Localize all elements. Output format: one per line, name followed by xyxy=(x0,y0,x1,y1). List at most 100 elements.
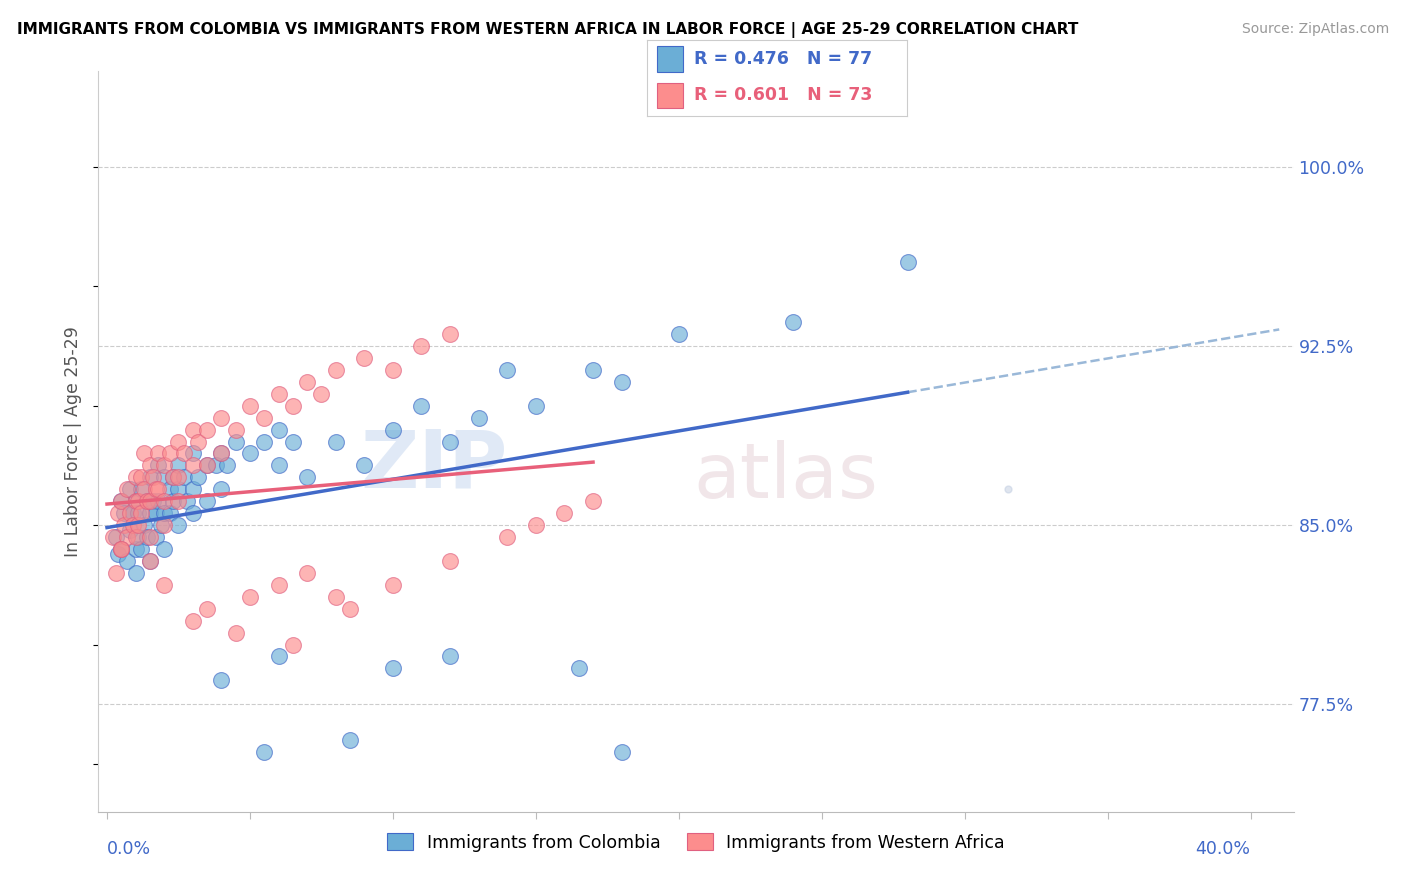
Point xyxy=(136,530,159,544)
Point xyxy=(131,541,153,556)
Point xyxy=(115,530,138,544)
Point xyxy=(167,458,190,473)
Point xyxy=(239,590,262,604)
Bar xyxy=(657,83,683,109)
Point xyxy=(325,434,347,449)
Point xyxy=(124,541,146,556)
Point xyxy=(112,506,135,520)
Point xyxy=(167,494,190,508)
Point xyxy=(253,434,276,449)
Point xyxy=(217,458,239,473)
Point xyxy=(181,423,204,437)
Point xyxy=(524,518,547,533)
Point xyxy=(439,434,461,449)
Point xyxy=(124,566,146,580)
Point xyxy=(101,530,124,544)
Point xyxy=(267,386,290,401)
Point xyxy=(239,446,262,460)
Point xyxy=(295,566,318,580)
Point xyxy=(150,518,173,533)
Point xyxy=(124,494,146,508)
Point xyxy=(204,458,226,473)
Point xyxy=(195,601,218,615)
Point xyxy=(225,434,247,449)
Point xyxy=(167,518,190,533)
Point xyxy=(267,458,290,473)
Point xyxy=(782,315,804,329)
Legend: Immigrants from Colombia, Immigrants from Western Africa: Immigrants from Colombia, Immigrants fro… xyxy=(380,827,1012,859)
Point xyxy=(411,399,433,413)
Point xyxy=(124,470,146,484)
Point xyxy=(139,554,162,568)
Point xyxy=(115,554,138,568)
Point xyxy=(136,494,159,508)
Point xyxy=(195,423,218,437)
Point xyxy=(139,494,162,508)
Point xyxy=(187,434,209,449)
Point xyxy=(582,363,605,377)
Point xyxy=(159,506,181,520)
Point xyxy=(167,483,190,497)
Point xyxy=(496,530,519,544)
Point xyxy=(181,614,204,628)
Point xyxy=(195,494,218,508)
Point xyxy=(311,386,333,401)
Point xyxy=(167,434,190,449)
Point xyxy=(195,458,218,473)
Point xyxy=(139,458,162,473)
Point xyxy=(267,423,290,437)
Point xyxy=(267,578,290,592)
Point xyxy=(153,494,176,508)
Point xyxy=(162,494,184,508)
Point xyxy=(411,339,433,353)
Point xyxy=(134,446,156,460)
Point xyxy=(148,446,170,460)
Text: atlas: atlas xyxy=(693,441,877,515)
Bar xyxy=(657,46,683,72)
Point xyxy=(107,506,129,520)
Point xyxy=(325,363,347,377)
Point xyxy=(121,518,143,533)
Point xyxy=(159,483,181,497)
Point xyxy=(131,483,153,497)
Text: 40.0%: 40.0% xyxy=(1195,840,1250,858)
Point xyxy=(110,541,132,556)
Point xyxy=(153,578,176,592)
Point xyxy=(118,506,141,520)
Point xyxy=(281,638,304,652)
Point xyxy=(134,518,156,533)
Point xyxy=(295,470,318,484)
Point xyxy=(107,547,129,561)
Point xyxy=(127,494,149,508)
Point xyxy=(568,661,591,675)
Text: Source: ZipAtlas.com: Source: ZipAtlas.com xyxy=(1241,22,1389,37)
Point xyxy=(153,458,176,473)
Point xyxy=(124,530,146,544)
Point xyxy=(439,327,461,342)
Text: 0.0%: 0.0% xyxy=(107,840,150,858)
Text: ZIP: ZIP xyxy=(360,426,508,504)
Point xyxy=(173,470,195,484)
Point xyxy=(896,255,918,269)
Point xyxy=(115,483,138,497)
Point xyxy=(668,327,690,342)
Point xyxy=(181,483,204,497)
Point xyxy=(124,494,146,508)
Point xyxy=(153,506,176,520)
Point xyxy=(162,470,184,484)
Point xyxy=(381,661,404,675)
Point xyxy=(142,470,165,484)
Point xyxy=(127,518,149,533)
Point xyxy=(145,506,167,520)
Text: R = 0.601   N = 73: R = 0.601 N = 73 xyxy=(693,87,872,104)
Point xyxy=(110,494,132,508)
Point xyxy=(159,446,181,460)
Point xyxy=(148,494,170,508)
Point xyxy=(110,541,132,556)
Point xyxy=(148,458,170,473)
Point xyxy=(153,470,176,484)
Point xyxy=(209,673,232,688)
Point xyxy=(353,351,375,365)
Point xyxy=(467,410,489,425)
Y-axis label: In Labor Force | Age 25-29: In Labor Force | Age 25-29 xyxy=(65,326,83,557)
